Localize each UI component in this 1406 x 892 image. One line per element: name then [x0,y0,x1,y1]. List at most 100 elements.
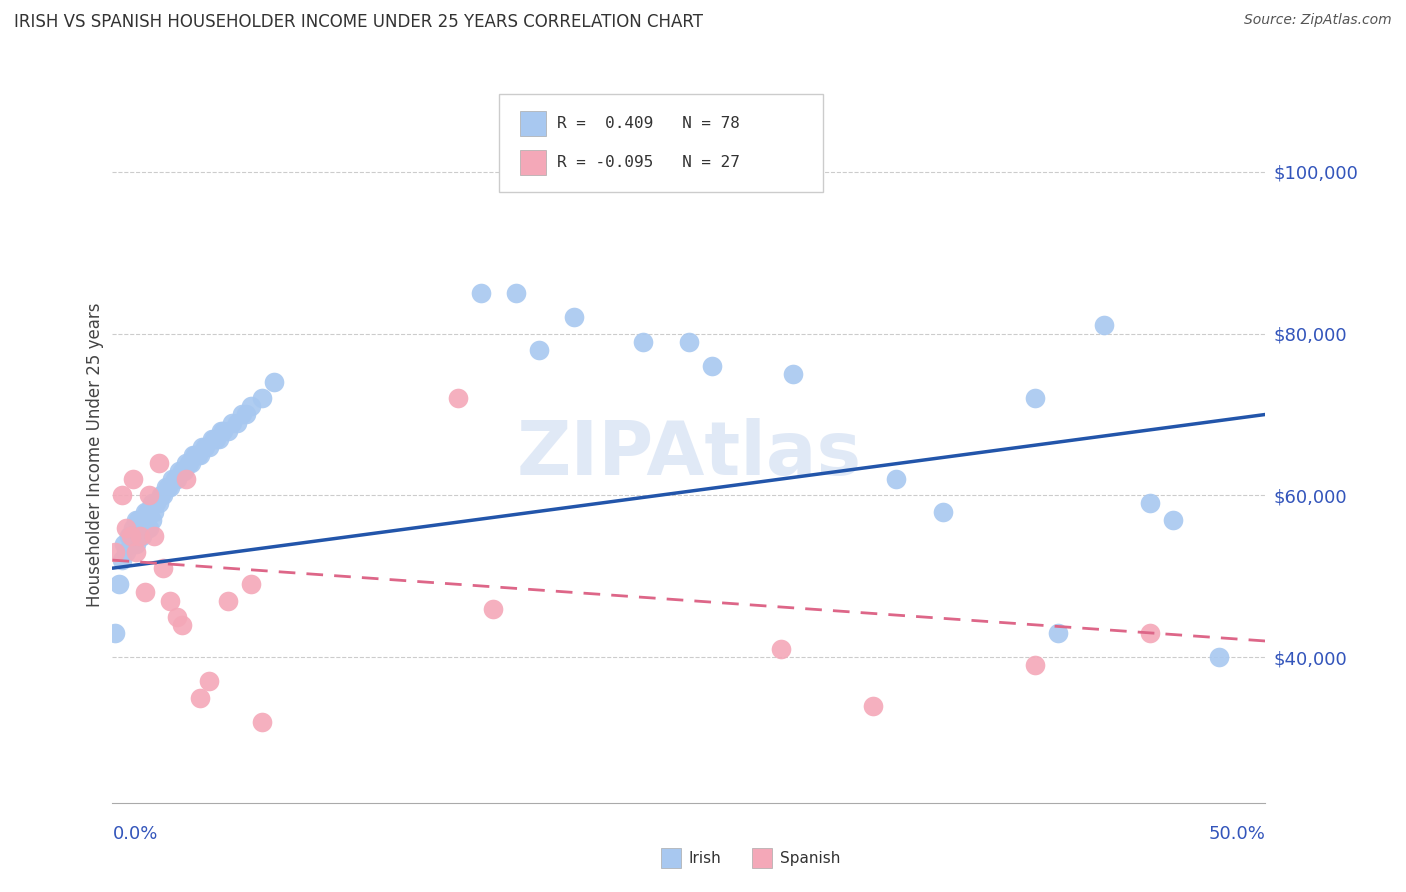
Point [239,577,262,591]
Point [631,334,654,349]
Text: 0.0%: 0.0% [112,825,157,843]
Point [169,464,191,478]
Point [862,698,884,713]
Point [141,513,163,527]
Point [226,416,249,430]
Point [129,529,152,543]
Point [143,504,166,518]
Point [159,480,181,494]
Point [209,424,232,438]
Point [162,472,184,486]
Point [221,416,243,430]
Point [184,448,207,462]
Point [235,408,257,422]
Point [136,521,159,535]
Point [177,456,200,470]
Point [770,642,793,657]
Point [527,343,550,357]
Point [482,601,505,615]
Point [207,432,229,446]
Point [136,504,159,518]
Point [111,488,134,502]
Point [104,626,127,640]
Point [1046,626,1069,640]
Point [170,617,193,632]
Point [122,472,145,486]
Point [886,472,908,486]
Text: ZIPAtlas: ZIPAtlas [516,418,862,491]
Point [163,472,186,486]
Point [201,432,224,446]
Point [181,448,204,462]
Point [505,286,527,301]
Point [170,464,193,478]
Point [115,545,138,559]
Point [1024,658,1046,673]
Point [117,529,139,543]
Text: R = -0.095   N = 27: R = -0.095 N = 27 [557,155,740,169]
Text: Source: ZipAtlas.com: Source: ZipAtlas.com [1244,13,1392,28]
Point [155,480,177,494]
Point [191,440,214,454]
Point [188,690,211,705]
Text: Spanish: Spanish [780,851,841,865]
Point [138,521,160,535]
Point [562,310,585,325]
Text: Irish: Irish [689,851,721,865]
Point [1161,513,1184,527]
Point [194,440,217,454]
Point [1139,496,1161,510]
Point [124,537,146,551]
Point [111,553,134,567]
Point [173,464,195,478]
Point [149,488,172,502]
Point [239,400,262,414]
Point [188,448,211,462]
Point [931,504,953,518]
Point [252,392,274,406]
Point [470,286,492,301]
Point [156,480,179,494]
Point [104,545,127,559]
Point [143,529,166,543]
Point [174,472,197,486]
Point [198,674,221,689]
Point [138,488,160,502]
Text: IRISH VS SPANISH HOUSEHOLDER INCOME UNDER 25 YEARS CORRELATION CHART: IRISH VS SPANISH HOUSEHOLDER INCOME UNDE… [14,13,703,31]
Point [700,359,723,373]
Point [205,432,228,446]
Point [1024,392,1046,406]
Point [122,521,145,535]
Point [131,529,153,543]
Point [1208,650,1230,665]
Point [217,593,239,607]
Point [120,537,142,551]
Point [159,593,181,607]
Point [131,513,153,527]
Point [252,714,274,729]
Point [180,456,202,470]
Point [129,513,152,527]
Point [108,577,131,591]
Point [231,408,253,422]
Point [141,496,163,510]
Point [1139,626,1161,640]
Text: 50.0%: 50.0% [1209,825,1265,843]
Point [152,488,174,502]
Point [263,375,285,389]
Point [148,456,170,470]
Point [112,537,135,551]
Point [166,609,188,624]
Point [166,472,188,486]
Point [447,392,470,406]
Text: R =  0.409   N = 78: R = 0.409 N = 78 [557,116,740,130]
Point [134,585,156,599]
Point [134,521,156,535]
Point [124,513,146,527]
Point [212,424,235,438]
Point [678,334,700,349]
Point [174,456,197,470]
Point [187,448,209,462]
Point [129,529,152,543]
Point [138,504,160,518]
